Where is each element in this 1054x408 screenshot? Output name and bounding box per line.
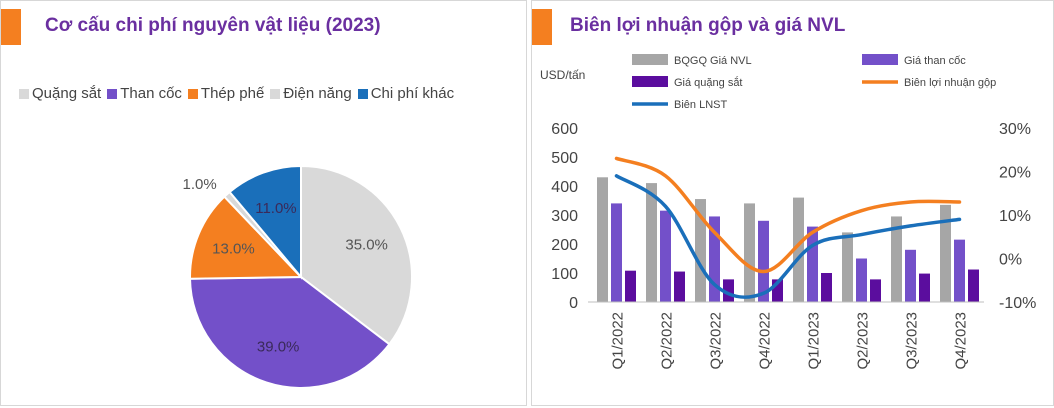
y-tick-label: 0 [569,295,578,312]
legend-item-bien-loi-nhuan-gop: Biên lợi nhuận gộp [862,77,996,89]
legend-swatch [19,88,29,99]
legend-swatch [187,88,198,99]
y2-tick-label: 10% [999,208,1031,225]
pie-slice-than-coc [188,275,391,389]
y2-tick-label: 20% [999,165,1031,182]
x-tick-label: Q2/2023 [855,312,872,370]
bar-gia-quang-sat [870,279,881,302]
bar-gia-than-coc [954,239,965,302]
title-accent-bar [1,9,21,45]
bar-bqgq-gia-nvl [842,232,853,302]
bar-bqgq-gia-nvl [793,197,804,302]
legend-item-gia-than-coc: Giá than cốc [862,54,966,67]
bar-gia-quang-sat [821,273,832,302]
legend-swatch [862,54,898,65]
bar-gia-than-coc [905,249,916,302]
legend-swatch [107,88,118,99]
bar-gia-than-coc [856,258,867,302]
bar-bqgq-gia-nvl [597,177,608,302]
bar-gia-quang-sat [968,269,979,302]
pie-chart-title: Cơ cấu chi phí nguyên vật liệu (2023) [45,15,381,36]
x-tick-label: Q3/2023 [904,312,921,370]
y-tick-label: 600 [551,121,578,138]
y2-tick-label: 30% [999,121,1031,138]
combo-chart-panel: Biên lợi nhuận gộp và giá NVL USD/tấn 0 10… [531,0,1054,406]
legend-item-chi-phi-khac: Chi phí khác [357,85,455,102]
bar-bqgq-gia-nvl [646,183,657,302]
x-tick-label: Q4/2022 [757,312,774,370]
y-tick-label: 300 [551,208,578,225]
line-bien-lnst [614,174,962,299]
bar-gia-quang-sat [625,270,636,302]
legend-swatch [270,88,281,99]
pie-data-label: 39.0% [257,339,300,356]
y2-tick-label: 0% [999,252,1022,269]
bar-gia-than-coc [807,226,818,302]
legend-swatch [357,88,368,99]
bar-gia-quang-sat [674,271,685,302]
y-axis-unit: USD/tấn [540,68,585,82]
y-tick-label: 500 [551,150,578,167]
legend-label: Than cốc [120,85,182,102]
pie-chart: 35.0% 39.0% 13.0% 1.0% 11.0% [183,164,413,389]
legend-item-quang-sat: Quặng sắt [19,85,101,102]
legend-item-gia-quang-sat: Giá quặng sắt [632,76,743,89]
pie-data-label: 13.0% [212,241,255,258]
combo-chart: USD/tấn 0 100 200 300 400 500 600 -10% 0% 10% 20% 30… [540,54,1036,370]
combo-chart-title: Biên lợi nhuận gộp và giá NVL [570,15,846,36]
pie-legend: Quặng sắt Than cốc Thép phế Điện năng Chi ph… [19,85,454,102]
bar-gia-quang-sat [772,279,783,302]
bar-bqgq-gia-nvl [940,204,951,302]
title-accent-bar [532,9,552,45]
bar-bqgq-gia-nvl [695,199,706,302]
legend-item-bien-lnst: Biên LNST [632,99,727,111]
legend-label: Quặng sắt [32,85,102,102]
x-tick-label: Q3/2022 [708,312,725,370]
legend-swatch [632,54,668,65]
legend-item-bqgq-gia-nvl: BQGQ Giá NVL [632,54,752,67]
pie-slice-chi-phi-khac [228,164,302,280]
bar-gia-quang-sat [723,279,734,302]
y-tick-label: 200 [551,237,578,254]
x-tick-label: Q2/2022 [659,312,676,370]
bar-gia-than-coc [660,210,671,302]
pie-chart-panel: Cơ cấu chi phí nguyên vật liệu (2023) Qu… [0,0,527,406]
pie-slice-quang-sat [300,164,413,346]
legend-label: BQGQ Giá NVL [674,55,752,67]
legend-label: Giá than cốc [904,55,966,67]
bar-bqgq-gia-nvl [891,216,902,302]
bar-bqgq-gia-nvl [744,203,755,302]
legend-item-thep-phe: Thép phế [187,85,265,102]
legend-label: Thép phế [200,85,265,102]
x-tick-label: Q1/2023 [806,312,823,370]
pie-data-label: 11.0% [255,200,296,217]
line-bien-loi-nhuan-gop [614,156,962,274]
legend-item-than-coc: Than cốc [107,85,182,102]
bar-gia-than-coc [611,203,622,302]
bar-gia-quang-sat [919,273,930,302]
legend-item-dien-nang: Điện năng [270,85,352,102]
legend-label: Biên LNST [674,99,727,111]
legend-label: Giá quặng sắt [674,76,743,89]
y2-tick-label: -10% [999,295,1036,312]
x-tick-label: Q1/2022 [610,312,627,370]
y-tick-label: 100 [551,266,578,283]
x-tick-label: Q4/2023 [953,312,970,370]
legend-swatch [632,76,668,87]
bar-gia-than-coc [709,216,720,302]
pie-data-label: 1.0% [183,176,217,193]
pie-data-label: 35.0% [345,236,388,253]
legend-label: Chi phí khác [370,85,455,102]
bar-gia-than-coc [758,220,769,302]
y-tick-label: 400 [551,179,578,196]
pie-slice-thep-phe [189,195,304,280]
legend-label: Điện năng [283,85,352,102]
legend-label: Biên lợi nhuận gộp [904,77,996,89]
